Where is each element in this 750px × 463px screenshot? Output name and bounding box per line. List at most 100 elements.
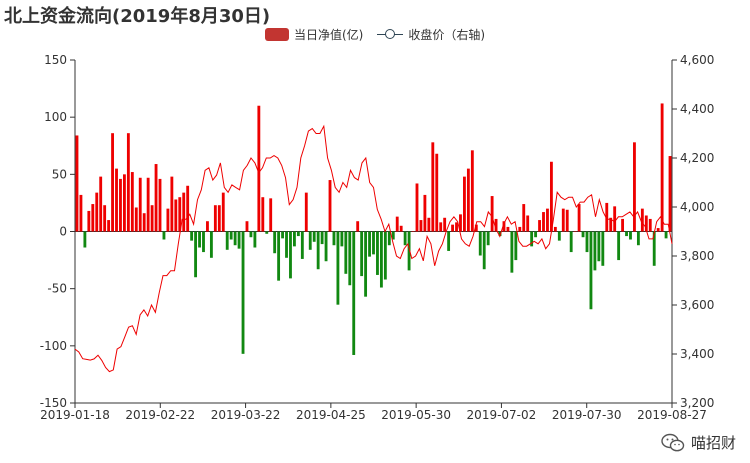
bar bbox=[399, 225, 403, 232]
bar bbox=[565, 209, 569, 232]
bar bbox=[379, 231, 383, 288]
bar bbox=[265, 231, 269, 234]
bar bbox=[122, 174, 126, 232]
bar bbox=[281, 231, 284, 239]
bar bbox=[510, 231, 514, 273]
bar bbox=[415, 183, 419, 232]
bar bbox=[443, 217, 447, 232]
bar bbox=[190, 231, 194, 241]
bar bbox=[336, 231, 340, 305]
bar bbox=[186, 185, 190, 232]
bar bbox=[328, 180, 332, 232]
bar bbox=[605, 202, 609, 232]
bar bbox=[522, 204, 526, 232]
bar bbox=[573, 231, 577, 232]
bar bbox=[474, 224, 478, 232]
wechat-icon bbox=[661, 433, 685, 451]
bar bbox=[502, 221, 506, 232]
bar bbox=[625, 231, 628, 237]
bar bbox=[324, 231, 328, 262]
bar bbox=[174, 199, 178, 232]
bar bbox=[111, 133, 114, 232]
bar bbox=[316, 231, 320, 270]
bar bbox=[213, 205, 217, 232]
bar bbox=[435, 153, 439, 232]
bar bbox=[466, 168, 470, 232]
bar bbox=[431, 142, 435, 232]
bar bbox=[498, 231, 502, 237]
bar bbox=[289, 231, 292, 279]
legend-bar-label: 当日净值(亿) bbox=[294, 28, 364, 42]
bar bbox=[549, 161, 553, 232]
bar bbox=[561, 208, 565, 232]
bar bbox=[202, 231, 205, 253]
bar bbox=[257, 105, 261, 232]
bar bbox=[494, 218, 498, 232]
watermark: 喵招财 bbox=[661, 432, 736, 453]
bar bbox=[652, 231, 656, 266]
legend-item-line[interactable]: 收盘价（右轴) bbox=[377, 26, 485, 43]
bar bbox=[150, 205, 154, 232]
bar bbox=[518, 226, 522, 232]
bar bbox=[534, 231, 538, 238]
bar bbox=[407, 231, 411, 271]
bar bbox=[300, 231, 304, 259]
x-tick-label: 2019-07-02 bbox=[467, 408, 537, 422]
bar bbox=[87, 210, 91, 232]
y-left-tick-label: -150 bbox=[40, 396, 67, 410]
x-tick-label: 2019-05-30 bbox=[381, 408, 451, 422]
bar bbox=[419, 220, 423, 232]
bar bbox=[656, 228, 660, 232]
legend-line-marker-icon bbox=[377, 28, 404, 41]
y-left-tick-label: 50 bbox=[52, 167, 67, 181]
bar bbox=[146, 177, 150, 232]
bar bbox=[383, 231, 387, 280]
bar bbox=[463, 176, 466, 232]
legend-item-bar[interactable]: 当日净值(亿) bbox=[265, 26, 363, 43]
bar bbox=[134, 207, 138, 232]
bar bbox=[182, 192, 186, 232]
bar bbox=[506, 226, 510, 232]
bar bbox=[340, 231, 344, 247]
x-tick-label: 2019-02-22 bbox=[125, 408, 195, 422]
bar bbox=[115, 168, 118, 232]
bar bbox=[569, 231, 573, 253]
bar bbox=[459, 214, 462, 232]
bar bbox=[542, 212, 545, 232]
bar bbox=[312, 231, 316, 242]
bar bbox=[411, 231, 415, 232]
bar bbox=[360, 231, 364, 277]
y-right-tick-label: 3,200 bbox=[680, 396, 714, 410]
bar bbox=[261, 197, 265, 232]
bar bbox=[648, 218, 652, 232]
bar bbox=[229, 231, 233, 240]
bar bbox=[126, 133, 130, 232]
legend: 当日净值(亿) 收盘价（右轴) bbox=[265, 26, 499, 43]
bar bbox=[253, 231, 257, 248]
bar bbox=[119, 178, 122, 232]
bar bbox=[304, 192, 308, 232]
bar bbox=[581, 231, 585, 238]
bar bbox=[609, 217, 613, 232]
bar bbox=[640, 208, 644, 232]
bar bbox=[209, 231, 213, 258]
watermark-text: 喵招财 bbox=[690, 434, 736, 452]
bar bbox=[553, 226, 557, 232]
chart-title: 北上资金流向(2019年8月30日) bbox=[4, 6, 271, 27]
bar bbox=[198, 231, 201, 248]
bar bbox=[237, 231, 241, 249]
bar bbox=[589, 231, 593, 310]
bar bbox=[530, 231, 534, 247]
bar bbox=[352, 231, 356, 355]
bar bbox=[162, 231, 166, 240]
y-right-tick-label: 3,800 bbox=[680, 249, 714, 263]
bar bbox=[601, 231, 605, 266]
bar bbox=[99, 176, 103, 232]
bar bbox=[613, 206, 617, 232]
bar bbox=[364, 231, 368, 297]
bar bbox=[557, 231, 561, 241]
y-right-tick-label: 4,200 bbox=[680, 151, 714, 165]
bar bbox=[597, 231, 601, 262]
bar bbox=[293, 231, 296, 247]
bar bbox=[376, 231, 379, 275]
